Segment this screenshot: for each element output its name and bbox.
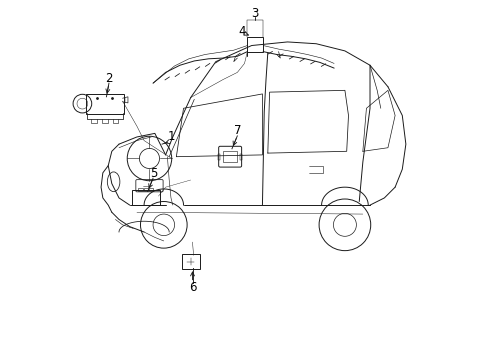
Bar	[138, 188, 142, 192]
Bar	[143, 188, 148, 192]
Text: 4: 4	[237, 25, 245, 38]
Text: 3: 3	[251, 7, 259, 20]
Text: 1: 1	[167, 130, 174, 144]
Bar	[240, 154, 242, 159]
Text: —: —	[142, 184, 149, 189]
Bar	[247, 37, 263, 51]
Text: 7: 7	[234, 124, 241, 138]
Text: 5: 5	[150, 167, 157, 180]
Bar	[149, 188, 153, 192]
Text: 2: 2	[105, 72, 112, 85]
Bar	[218, 154, 220, 159]
Text: 6: 6	[188, 281, 196, 294]
